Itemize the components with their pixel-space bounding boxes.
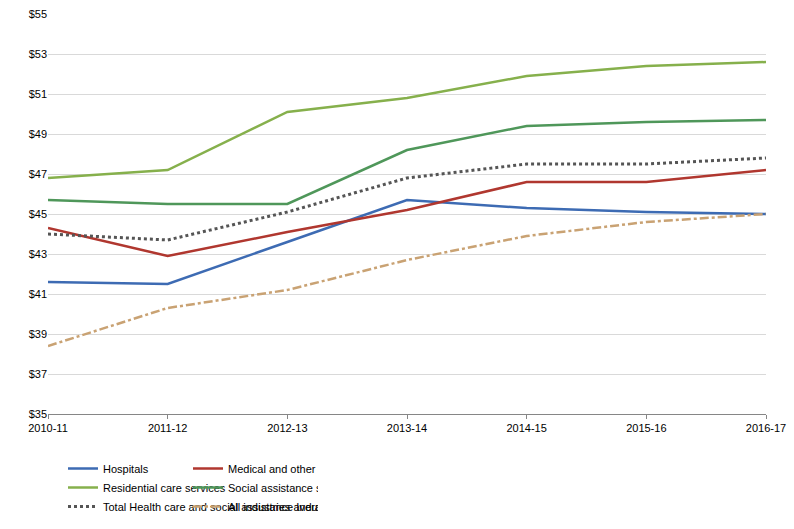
svg-text:2013-14: 2013-14: [387, 422, 427, 434]
svg-text:All industries average: All industries average: [228, 501, 318, 513]
svg-text:2011-12: 2011-12: [148, 422, 188, 434]
svg-text:$47: $47: [29, 168, 47, 180]
svg-text:2012-13: 2012-13: [267, 422, 307, 434]
svg-text:$45: $45: [29, 208, 47, 220]
svg-text:Social assistance services: Social assistance services: [228, 482, 318, 494]
svg-text:2010-11: 2010-11: [28, 422, 68, 434]
svg-text:$43: $43: [29, 248, 47, 260]
svg-text:Hospitals: Hospitals: [103, 463, 149, 475]
svg-text:2015-16: 2015-16: [626, 422, 666, 434]
svg-text:$39: $39: [29, 328, 47, 340]
svg-text:$41: $41: [29, 288, 47, 300]
svg-text:$49: $49: [29, 128, 47, 140]
svg-text:$35: $35: [29, 408, 47, 420]
svg-text:$51: $51: [29, 88, 47, 100]
svg-text:$55: $55: [29, 8, 47, 20]
svg-text:2016-17: 2016-17: [746, 422, 786, 434]
svg-text:$37: $37: [29, 368, 47, 380]
svg-text:Residential care services: Residential care services: [103, 482, 226, 494]
svg-text:Medical and other health care: Medical and other health care services: [228, 463, 318, 475]
svg-text:2014-15: 2014-15: [506, 422, 546, 434]
svg-text:Total Health care and social a: Total Health care and social assistance …: [103, 501, 318, 513]
svg-text:$53: $53: [29, 48, 47, 60]
